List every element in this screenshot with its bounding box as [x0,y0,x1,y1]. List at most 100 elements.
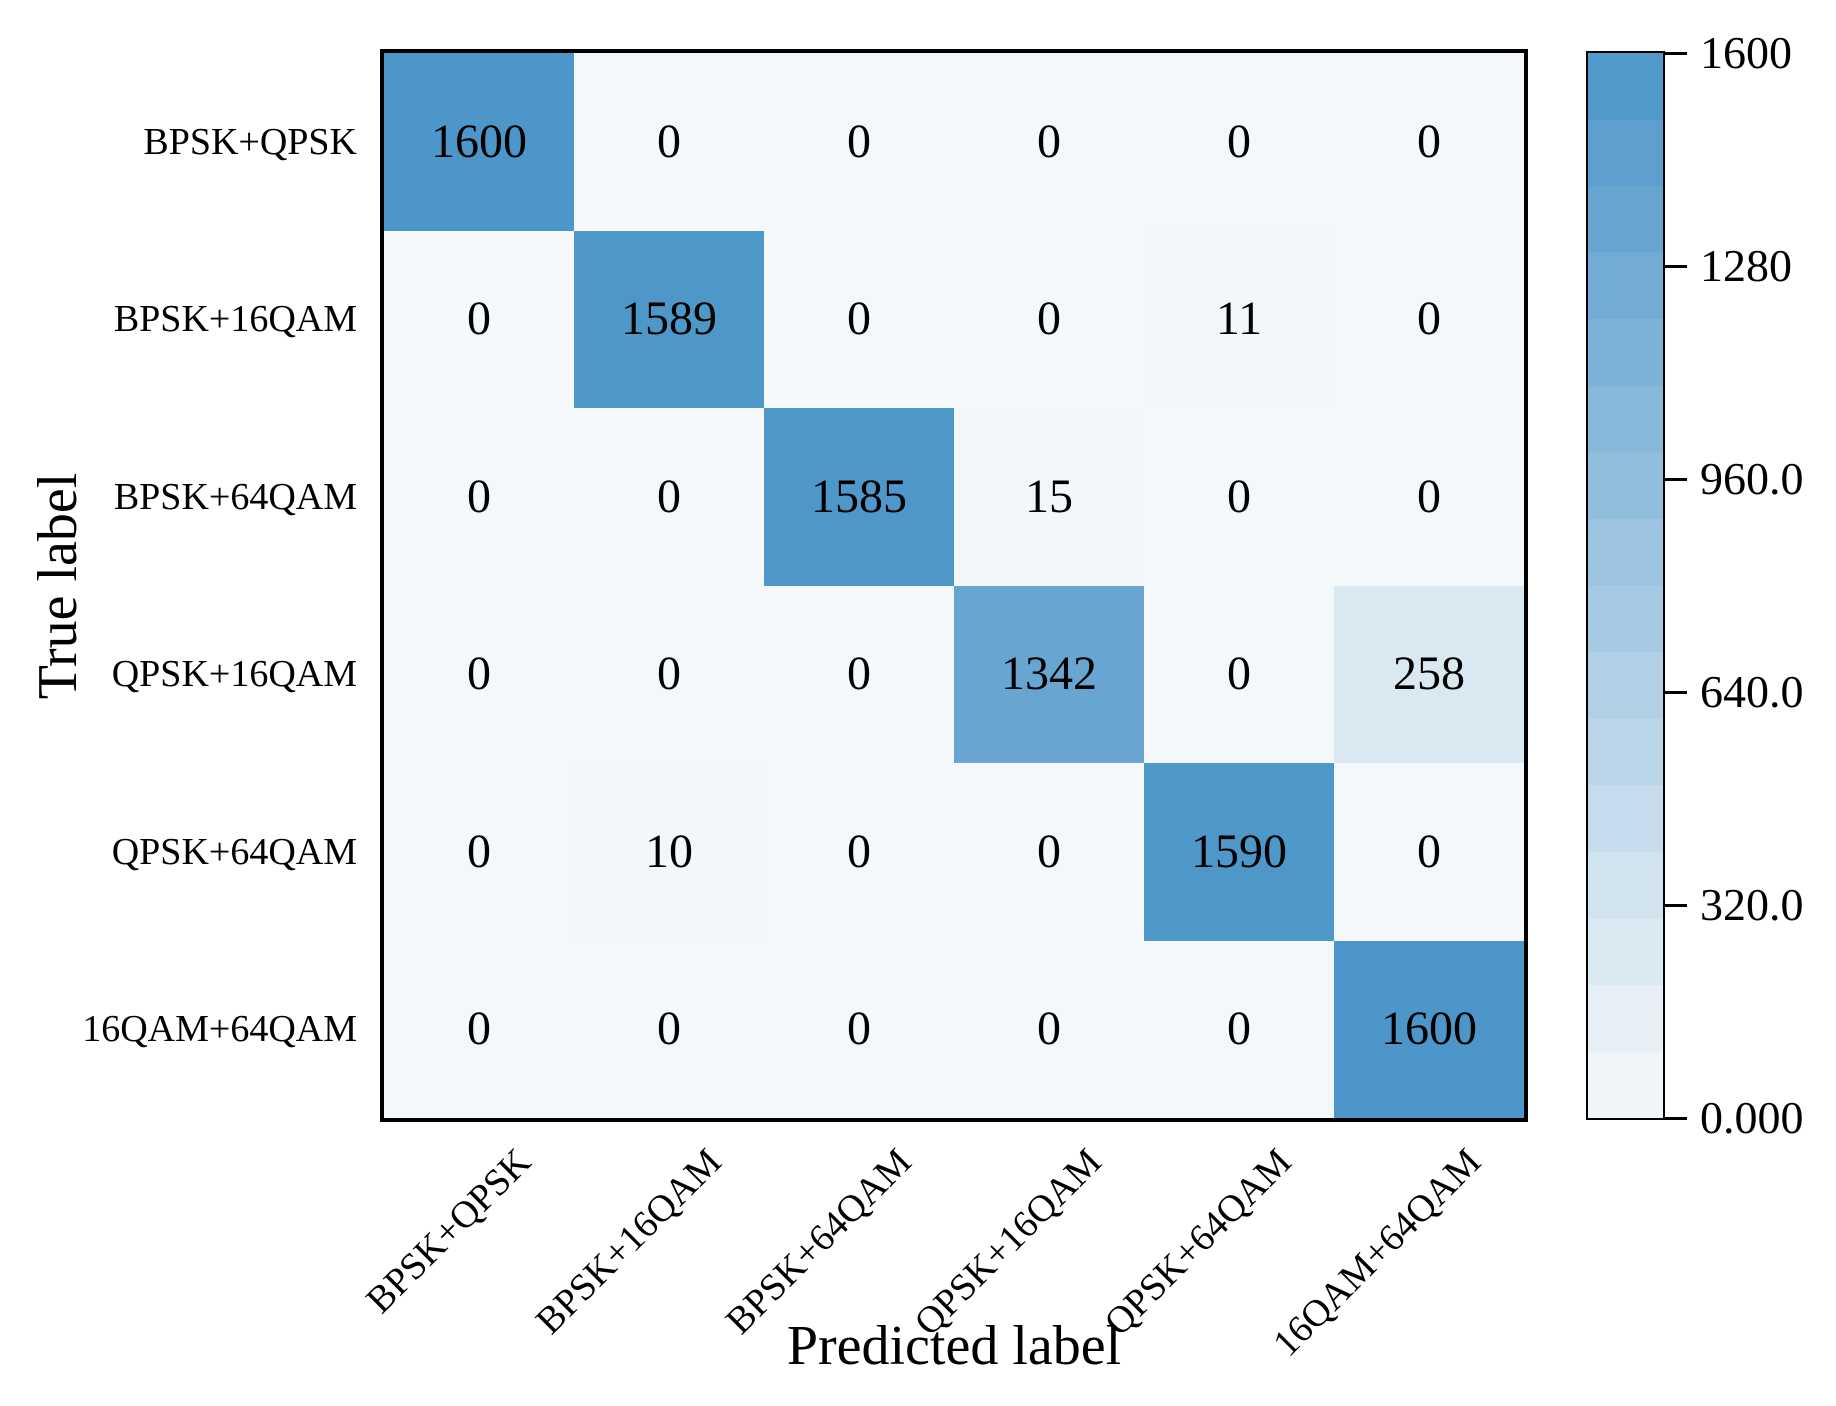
matrix-cell: 1585 [764,408,954,586]
matrix-cell-value: 258 [1393,647,1465,701]
matrix-cell: 0 [574,585,764,763]
matrix-cell: 0 [384,763,574,941]
matrix-cell: 0 [1334,53,1524,231]
colorbar-tick-label: 1600 [1700,27,1792,78]
matrix-cell: 258 [1334,585,1524,763]
matrix-cell: 0 [1144,585,1334,763]
y-tick-label: BPSK+16QAM [113,298,357,341]
y-tick-label: QPSK+64QAM [111,830,357,873]
matrix-cell-value: 0 [847,1002,871,1056]
y-tick-label: BPSK+64QAM [113,475,357,518]
matrix-cell: 1342 [954,585,1144,763]
matrix-cell: 15 [954,408,1144,586]
matrix-cell: 1600 [384,53,574,231]
matrix-cell: 0 [764,230,954,408]
matrix-cell-value: 1342 [1001,647,1097,701]
matrix-cell: 0 [574,53,764,231]
matrix-cell: 0 [954,940,1144,1118]
matrix-cell-value: 0 [1417,292,1441,346]
colorbar-tick-label: 320.0 [1700,879,1804,930]
matrix-cell-value: 0 [1037,824,1061,878]
x-tick-label: QPSK+64QAM [1096,1140,1300,1344]
matrix-cell-value: 0 [467,824,491,878]
matrix-cell: 0 [764,940,954,1118]
matrix-cell: 0 [1334,408,1524,586]
matrix-cell-value: 1585 [811,469,907,523]
matrix-cell: 0 [954,763,1144,941]
matrix-cell: 0 [574,940,764,1118]
matrix-cell: 11 [1144,230,1334,408]
matrix-cell-value: 0 [657,1002,681,1056]
matrix-cell: 0 [1144,940,1334,1118]
matrix-cell-value: 11 [1215,292,1263,346]
matrix-cell: 0 [954,53,1144,231]
matrix-cell-value: 0 [467,1002,491,1056]
matrix-cell: 0 [1144,408,1334,586]
matrix-cell: 0 [574,408,764,586]
matrix-cell: 0 [384,940,574,1118]
matrix-cell-value: 0 [467,469,491,523]
x-tick-label: BPSK+16QAM [527,1140,730,1343]
matrix-cell-value: 0 [1227,469,1251,523]
matrix-cell-value: 0 [1417,824,1441,878]
x-tick-label: BPSK+QPSK [358,1140,540,1322]
matrix-cell: 0 [1144,53,1334,231]
colorbar-tick-label: 640.0 [1700,666,1804,717]
matrix-cell-value: 0 [1037,292,1061,346]
matrix-cell-value: 0 [847,292,871,346]
matrix-cell-value: 0 [467,647,491,701]
colorbar-tick-label: 960.0 [1700,453,1804,504]
colorbar-tick [1665,903,1687,907]
x-axis-title: Predicted label [786,1315,1122,1377]
colorbar-tick-label: 1280 [1700,240,1792,291]
matrix-cell-value: 0 [657,114,681,168]
x-tick-label: BPSK+64QAM [717,1140,920,1343]
matrix-cell-value: 0 [467,292,491,346]
colorbar-gradient [1588,53,1663,1118]
matrix-cell-value: 0 [1417,114,1441,168]
matrix-cell-value: 0 [1037,1002,1061,1056]
matrix-cell-value: 0 [657,469,681,523]
matrix-cell-value: 0 [847,824,871,878]
matrix-cell: 1600 [1334,940,1524,1118]
matrix-cell-value: 0 [847,647,871,701]
matrix-cell: 0 [384,585,574,763]
matrix-cell: 1590 [1144,763,1334,941]
y-axis-title: True label [27,472,89,699]
matrix-cell: 0 [384,230,574,408]
matrix-cell-value: 0 [1227,114,1251,168]
matrix-cell: 0 [954,230,1144,408]
matrix-cell-value: 15 [1025,469,1073,523]
y-tick-label: 16QAM+64QAM [82,1008,357,1051]
matrix-cell-value: 1600 [431,114,527,168]
matrix-cell-value: 0 [1227,647,1251,701]
colorbar [1586,51,1665,1120]
matrix-cell: 1589 [574,230,764,408]
plot-area: 1600 0 0 0 0 0 0 1589 0 0 11 0 0 0 1585 15 0 0 0 0 0 1342 0 258… [380,49,1528,1122]
matrix-cell-value: 0 [1417,469,1441,523]
y-tick-label: BPSK+QPSK [143,120,357,163]
colorbar-tick [1665,51,1687,55]
colorbar-tick [1665,1116,1687,1120]
matrix-cell: 0 [384,408,574,586]
matrix-cell-value: 10 [645,824,693,878]
matrix-cell: 0 [764,53,954,231]
matrix-cell-value: 1600 [1381,1002,1477,1056]
matrix-cell-value: 0 [657,647,681,701]
matrix-cell-value: 1590 [1191,824,1287,878]
matrix-cell-value: 0 [1037,114,1061,168]
colorbar-tick [1665,477,1687,481]
colorbar-tick-label: 0.000 [1700,1092,1804,1143]
matrix-cell: 0 [764,763,954,941]
y-tick-label: QPSK+16QAM [111,653,357,696]
matrix-cell-value: 0 [847,114,871,168]
matrix-cell: 0 [764,585,954,763]
matrix-cell: 10 [574,763,764,941]
matrix-cell: 0 [1334,230,1524,408]
matrix-cell-value: 1589 [621,292,717,346]
matrix-cell: 0 [1334,763,1524,941]
matrix-cell-value: 0 [1227,1002,1251,1056]
colorbar-tick [1665,264,1687,268]
colorbar-tick [1665,690,1687,694]
